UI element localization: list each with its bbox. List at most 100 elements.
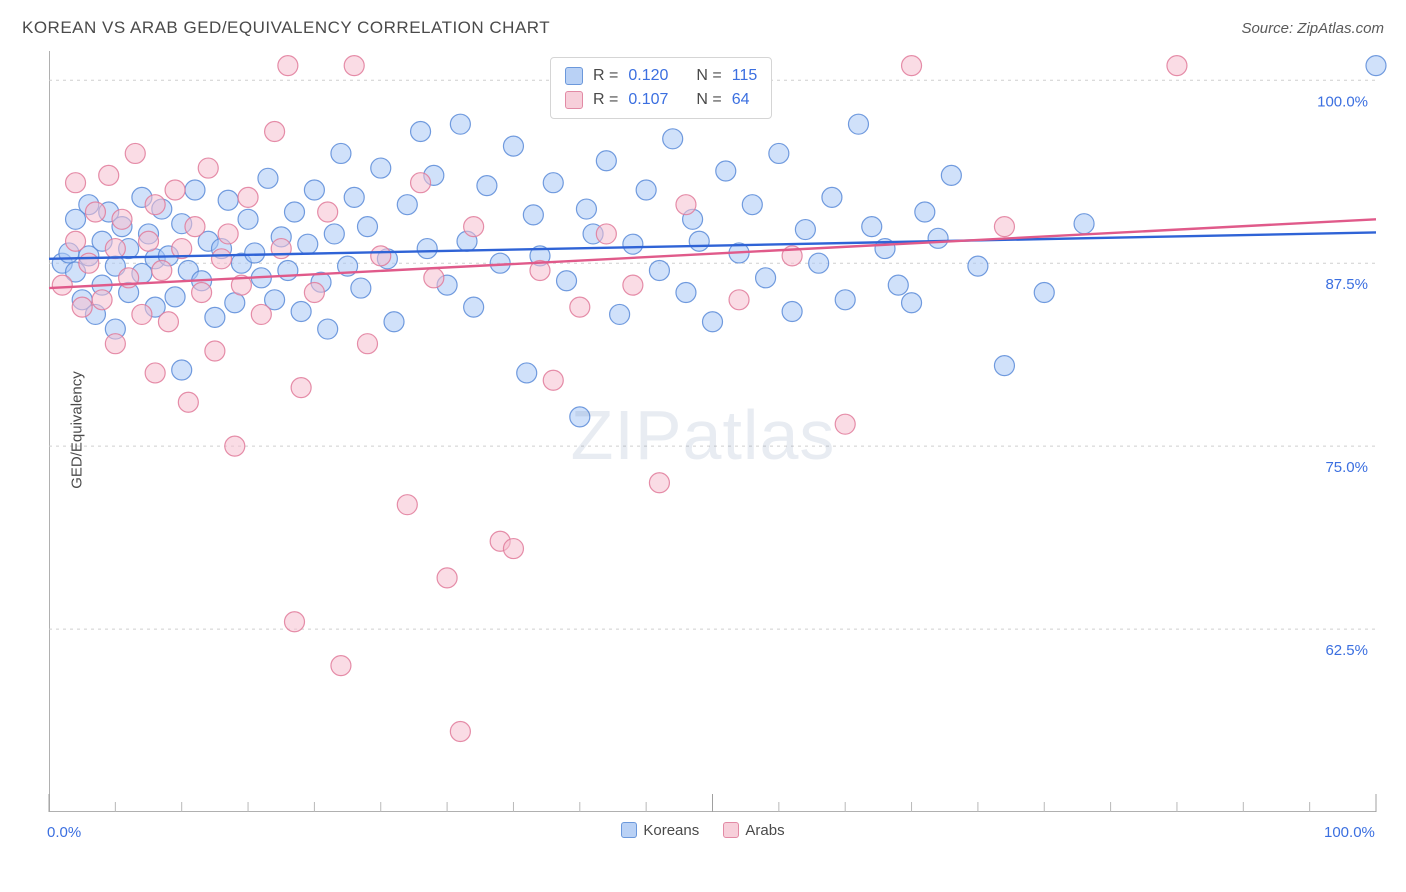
legend-item-arabs: Arabs: [723, 822, 784, 839]
scatter-point: [165, 287, 185, 307]
scatter-point: [105, 334, 125, 354]
y-tick-label: 62.5%: [1325, 642, 1368, 659]
scatter-point: [384, 312, 404, 332]
scatter-point: [902, 56, 922, 76]
legend-item-koreans: Koreans: [621, 822, 703, 839]
scatter-point: [716, 161, 736, 181]
scatter-point: [245, 243, 265, 263]
scatter-point: [835, 414, 855, 434]
scatter-point: [265, 121, 285, 141]
series-legend: Koreans Arabs: [0, 822, 1406, 839]
scatter-point: [172, 360, 192, 380]
scatter-point: [596, 224, 616, 244]
scatter-point: [331, 656, 351, 676]
swatch-koreans-icon: [621, 822, 637, 838]
scatter-point: [1074, 214, 1094, 234]
scatter-point: [848, 114, 868, 134]
scatter-point: [795, 220, 815, 240]
scatter-point: [371, 246, 391, 266]
scatter-point: [1167, 56, 1187, 76]
scatter-point: [205, 341, 225, 361]
scatter-point: [928, 228, 948, 248]
scatter-point: [304, 180, 324, 200]
scatter-point: [185, 180, 205, 200]
scatter-point: [424, 268, 444, 288]
scatter-point: [198, 158, 218, 178]
scatter-point: [450, 722, 470, 742]
scatter-point: [139, 231, 159, 251]
scatter-point: [576, 199, 596, 219]
stats-row-koreans: R = 0.120 N = 115: [565, 64, 757, 88]
scatter-point: [557, 271, 577, 291]
scatter-point: [79, 253, 99, 273]
scatter-point: [888, 275, 908, 295]
scatter-point: [862, 217, 882, 237]
scatter-point: [994, 356, 1014, 376]
scatter-point: [623, 234, 643, 254]
x-axis-min-label: 0.0%: [47, 824, 81, 841]
scatter-point: [782, 301, 802, 321]
scatter-point: [994, 217, 1014, 237]
scatter-point: [291, 301, 311, 321]
scatter-point: [85, 202, 105, 222]
scatter-point: [1034, 282, 1054, 302]
scatter-point: [318, 319, 338, 339]
scatter-point: [278, 56, 298, 76]
scatter-point: [258, 168, 278, 188]
scatter-point: [689, 231, 709, 251]
scatter-point: [397, 495, 417, 515]
scatter-point: [464, 297, 484, 317]
scatter-point: [66, 231, 86, 251]
scatter-point: [158, 312, 178, 332]
scatter-point: [185, 217, 205, 237]
scatter-point: [411, 121, 431, 141]
scatter-point: [92, 290, 112, 310]
scatter-point: [145, 195, 165, 215]
scatter-point: [357, 217, 377, 237]
scatter-point: [351, 278, 371, 298]
scatter-point: [636, 180, 656, 200]
scatter-point: [663, 129, 683, 149]
scatter-point: [902, 293, 922, 313]
scatter-point: [676, 282, 696, 302]
scatter-point: [649, 261, 669, 281]
scatter-point: [1366, 56, 1386, 76]
source-credit: Source: ZipAtlas.com: [1241, 20, 1384, 37]
scatter-point: [66, 173, 86, 193]
scatter-point: [623, 275, 643, 295]
scatter-point: [968, 256, 988, 276]
scatter-point: [769, 143, 789, 163]
scatter-point: [477, 176, 497, 196]
scatter-point: [291, 378, 311, 398]
y-axis-label: GED/Equivalency: [68, 371, 85, 489]
scatter-point: [570, 297, 590, 317]
scatter-point: [517, 363, 537, 383]
scatter-point: [145, 363, 165, 383]
scatter-point: [105, 239, 125, 259]
scatter-point: [72, 297, 92, 317]
stats-legend: R = 0.120 N = 115 R = 0.107 N = 64: [550, 57, 772, 119]
scatter-point: [464, 217, 484, 237]
scatter-point: [284, 612, 304, 632]
scatter-point: [610, 304, 630, 324]
scatter-point: [570, 407, 590, 427]
scatter-point: [756, 268, 776, 288]
scatter-plot: 62.5% 75.0% 87.5% 100.0%: [49, 51, 1376, 812]
scatter-point: [941, 165, 961, 185]
scatter-point: [503, 136, 523, 156]
scatter-point: [676, 195, 696, 215]
scatter-point: [742, 195, 762, 215]
swatch-arabs-icon: [723, 822, 739, 838]
scatter-point: [251, 304, 271, 324]
scatter-point: [357, 334, 377, 354]
scatter-point: [165, 180, 185, 200]
scatter-point: [703, 312, 723, 332]
y-tick-label: 87.5%: [1325, 276, 1368, 293]
scatter-point: [809, 253, 829, 273]
scatter-point: [52, 275, 72, 295]
swatch-koreans: [565, 67, 583, 85]
scatter-point: [192, 282, 212, 302]
y-tick-label: 100.0%: [1317, 93, 1368, 110]
y-tick-label: 75.0%: [1325, 459, 1368, 476]
scatter-point: [278, 261, 298, 281]
